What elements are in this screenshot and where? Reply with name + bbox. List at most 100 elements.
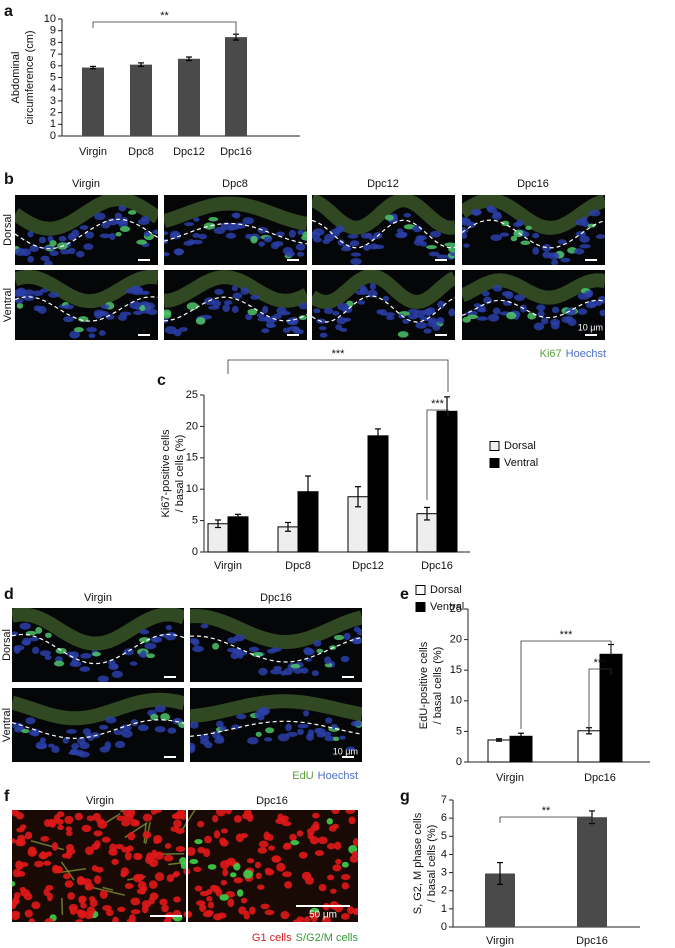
nucleus (203, 222, 216, 230)
nucleus (42, 245, 55, 251)
cell (130, 909, 141, 915)
cell (148, 858, 159, 868)
cell (260, 903, 270, 910)
cell (39, 850, 47, 860)
cell (95, 866, 104, 873)
cell (264, 909, 275, 916)
cell (75, 919, 84, 922)
cell (166, 874, 175, 883)
nucleus (143, 231, 151, 237)
nucleus (190, 745, 196, 754)
nucleus (14, 726, 23, 733)
panel-letter: e (400, 586, 409, 603)
nucleus (208, 305, 220, 310)
panel-letter: d (4, 586, 14, 603)
nucleus (293, 667, 303, 674)
cell (81, 824, 92, 833)
nucleus (444, 242, 455, 247)
cell (226, 857, 236, 866)
fiber (30, 840, 64, 851)
nucleus (297, 723, 309, 729)
cell (341, 874, 351, 881)
bar (178, 58, 200, 136)
cell (326, 818, 333, 825)
cell (64, 815, 74, 825)
cell (142, 813, 153, 822)
cell (220, 879, 227, 886)
nucleus (137, 724, 149, 732)
nucleus (542, 251, 552, 259)
cell (233, 815, 242, 823)
cell (255, 872, 262, 880)
cell (68, 903, 79, 912)
nucleus (560, 257, 571, 263)
y-axis-label: EdU-positive cells (418, 641, 430, 729)
nucleus (111, 670, 123, 678)
nucleus (428, 317, 438, 324)
cell (207, 864, 217, 870)
cell (340, 913, 350, 920)
nucleus (532, 232, 540, 239)
y-tick-label: 25 (186, 389, 198, 401)
basement-line (15, 296, 158, 322)
nucleus (28, 729, 39, 736)
cell (236, 889, 244, 897)
nucleus (208, 216, 219, 222)
nucleus (62, 737, 69, 744)
bar (509, 735, 533, 763)
cell (257, 847, 268, 854)
cell (135, 853, 143, 860)
cell (321, 915, 331, 922)
cell (240, 897, 248, 904)
stratum (462, 195, 605, 235)
cell (307, 832, 314, 840)
nucleus (502, 300, 513, 306)
stain-label: EdU (292, 770, 313, 782)
nucleus (165, 624, 172, 631)
nucleus (78, 316, 89, 323)
cell (296, 830, 304, 837)
cell (257, 884, 265, 890)
scale-bar-label: 10 μm (333, 746, 358, 756)
cell (230, 872, 237, 878)
nucleus (99, 724, 109, 730)
nucleus (407, 313, 419, 320)
nucleus (350, 252, 362, 257)
nucleus (396, 228, 404, 234)
fiber (168, 862, 181, 866)
micrograph (12, 688, 184, 762)
nucleus (131, 289, 144, 296)
nucleus (512, 222, 522, 227)
nucleus (533, 322, 545, 331)
y-tick-label: 2 (441, 885, 447, 897)
nucleus (231, 305, 239, 314)
row-label: Ventral (2, 288, 14, 322)
nucleus (43, 260, 53, 265)
cell (78, 895, 87, 903)
y-tick-label: 0 (50, 130, 56, 142)
column-label: Dpc16 (260, 592, 292, 604)
y-tick-label: 8 (50, 36, 56, 48)
basement-line (12, 633, 184, 665)
nucleus (282, 327, 291, 333)
cell (179, 857, 187, 865)
nucleus (285, 723, 292, 732)
legend-label: Dorsal (504, 440, 536, 452)
nucleus (198, 233, 207, 240)
nucleus (337, 239, 345, 246)
nucleus (321, 731, 332, 737)
nucleus (248, 646, 260, 652)
stain-label: Ki67 (540, 348, 562, 360)
cell (164, 842, 172, 849)
cell (115, 843, 124, 850)
cell (186, 846, 196, 856)
nucleus (138, 637, 151, 643)
nucleus (566, 316, 574, 323)
nucleus (254, 710, 261, 719)
nucleus (514, 294, 525, 302)
nucleus (382, 295, 390, 302)
cell (330, 888, 337, 894)
nucleus (448, 308, 455, 317)
nucleus (506, 311, 517, 320)
nucleus (288, 229, 297, 238)
